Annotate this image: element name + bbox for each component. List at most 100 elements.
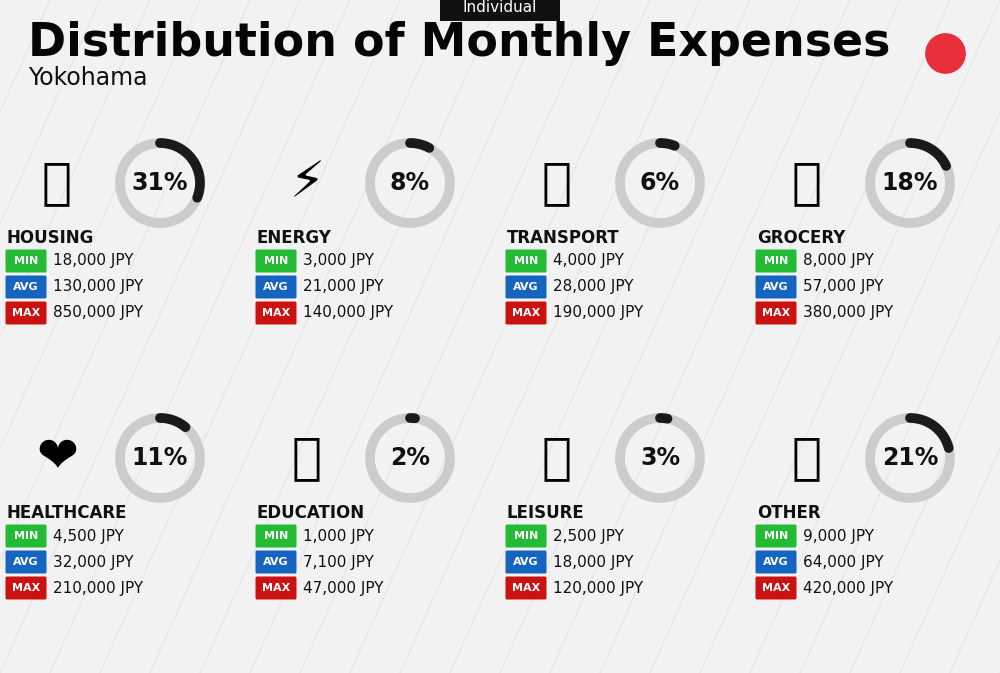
- Text: 2,500 JPY: 2,500 JPY: [553, 528, 624, 544]
- Text: MIN: MIN: [764, 531, 788, 541]
- Text: 3,000 JPY: 3,000 JPY: [303, 254, 374, 269]
- Text: AVG: AVG: [13, 282, 39, 292]
- Text: 21%: 21%: [882, 446, 938, 470]
- Text: 3%: 3%: [640, 446, 680, 470]
- Text: 🚌: 🚌: [542, 159, 572, 207]
- Text: ❤: ❤: [36, 434, 78, 482]
- Text: 18%: 18%: [882, 171, 938, 195]
- Text: 420,000 JPY: 420,000 JPY: [803, 581, 893, 596]
- Text: 9,000 JPY: 9,000 JPY: [803, 528, 874, 544]
- Text: 🛍: 🛍: [542, 434, 572, 482]
- Text: Distribution of Monthly Expenses: Distribution of Monthly Expenses: [28, 20, 890, 65]
- FancyBboxPatch shape: [756, 250, 796, 273]
- Text: AVG: AVG: [763, 282, 789, 292]
- Text: MAX: MAX: [512, 308, 540, 318]
- Text: 57,000 JPY: 57,000 JPY: [803, 279, 884, 295]
- FancyBboxPatch shape: [756, 577, 796, 600]
- FancyBboxPatch shape: [6, 551, 46, 573]
- Text: MAX: MAX: [12, 308, 40, 318]
- Text: 850,000 JPY: 850,000 JPY: [53, 306, 143, 320]
- FancyBboxPatch shape: [440, 0, 560, 21]
- Text: MAX: MAX: [12, 583, 40, 593]
- Text: 28,000 JPY: 28,000 JPY: [553, 279, 634, 295]
- Text: 8%: 8%: [390, 171, 430, 195]
- Text: Individual: Individual: [463, 1, 537, 15]
- Text: LEISURE: LEISURE: [507, 504, 585, 522]
- Text: 🎓: 🎓: [292, 434, 322, 482]
- Text: MAX: MAX: [762, 308, 790, 318]
- Text: AVG: AVG: [263, 557, 289, 567]
- FancyBboxPatch shape: [506, 551, 546, 573]
- FancyBboxPatch shape: [506, 577, 546, 600]
- Text: 7,100 JPY: 7,100 JPY: [303, 555, 374, 569]
- Text: 💰: 💰: [792, 434, 822, 482]
- Text: 31%: 31%: [132, 171, 188, 195]
- FancyBboxPatch shape: [256, 275, 296, 299]
- Text: Yokohama: Yokohama: [28, 66, 148, 90]
- Text: AVG: AVG: [513, 557, 539, 567]
- FancyBboxPatch shape: [756, 302, 796, 324]
- Text: 32,000 JPY: 32,000 JPY: [53, 555, 134, 569]
- Text: MAX: MAX: [512, 583, 540, 593]
- Text: 4,000 JPY: 4,000 JPY: [553, 254, 624, 269]
- Text: MIN: MIN: [764, 256, 788, 266]
- Text: 2%: 2%: [390, 446, 430, 470]
- FancyBboxPatch shape: [6, 250, 46, 273]
- Text: 1,000 JPY: 1,000 JPY: [303, 528, 374, 544]
- Text: 4,500 JPY: 4,500 JPY: [53, 528, 124, 544]
- FancyBboxPatch shape: [256, 551, 296, 573]
- Text: 210,000 JPY: 210,000 JPY: [53, 581, 143, 596]
- Text: MAX: MAX: [262, 308, 290, 318]
- FancyBboxPatch shape: [256, 302, 296, 324]
- Text: 🛒: 🛒: [792, 159, 822, 207]
- Text: 140,000 JPY: 140,000 JPY: [303, 306, 393, 320]
- Text: MIN: MIN: [264, 256, 288, 266]
- FancyBboxPatch shape: [506, 275, 546, 299]
- Text: TRANSPORT: TRANSPORT: [507, 229, 620, 247]
- Text: MIN: MIN: [14, 531, 38, 541]
- FancyBboxPatch shape: [256, 524, 296, 548]
- Text: 21,000 JPY: 21,000 JPY: [303, 279, 384, 295]
- FancyBboxPatch shape: [756, 524, 796, 548]
- Text: 190,000 JPY: 190,000 JPY: [553, 306, 643, 320]
- Text: MAX: MAX: [762, 583, 790, 593]
- Text: 380,000 JPY: 380,000 JPY: [803, 306, 893, 320]
- Text: MIN: MIN: [514, 256, 538, 266]
- FancyBboxPatch shape: [506, 302, 546, 324]
- FancyBboxPatch shape: [6, 302, 46, 324]
- Text: OTHER: OTHER: [757, 504, 821, 522]
- Text: EDUCATION: EDUCATION: [257, 504, 365, 522]
- Text: MAX: MAX: [262, 583, 290, 593]
- Text: 64,000 JPY: 64,000 JPY: [803, 555, 884, 569]
- FancyBboxPatch shape: [506, 250, 546, 273]
- Text: 47,000 JPY: 47,000 JPY: [303, 581, 384, 596]
- Text: 6%: 6%: [640, 171, 680, 195]
- Text: AVG: AVG: [763, 557, 789, 567]
- FancyBboxPatch shape: [506, 524, 546, 548]
- Text: 18,000 JPY: 18,000 JPY: [553, 555, 634, 569]
- Text: AVG: AVG: [263, 282, 289, 292]
- Text: ENERGY: ENERGY: [257, 229, 332, 247]
- FancyBboxPatch shape: [256, 577, 296, 600]
- Text: 120,000 JPY: 120,000 JPY: [553, 581, 643, 596]
- Text: MIN: MIN: [264, 531, 288, 541]
- Text: ⚡: ⚡: [289, 159, 325, 207]
- Text: 11%: 11%: [132, 446, 188, 470]
- Point: [937, 48, 953, 59]
- FancyBboxPatch shape: [756, 551, 796, 573]
- FancyBboxPatch shape: [6, 524, 46, 548]
- FancyBboxPatch shape: [6, 577, 46, 600]
- Text: AVG: AVG: [13, 557, 39, 567]
- Text: AVG: AVG: [513, 282, 539, 292]
- Text: 8,000 JPY: 8,000 JPY: [803, 254, 874, 269]
- Text: GROCERY: GROCERY: [757, 229, 845, 247]
- Text: 18,000 JPY: 18,000 JPY: [53, 254, 134, 269]
- Text: MIN: MIN: [14, 256, 38, 266]
- Text: 130,000 JPY: 130,000 JPY: [53, 279, 143, 295]
- FancyBboxPatch shape: [756, 275, 796, 299]
- FancyBboxPatch shape: [256, 250, 296, 273]
- Text: HOUSING: HOUSING: [7, 229, 94, 247]
- Text: HEALTHCARE: HEALTHCARE: [7, 504, 128, 522]
- Text: MIN: MIN: [514, 531, 538, 541]
- FancyBboxPatch shape: [6, 275, 46, 299]
